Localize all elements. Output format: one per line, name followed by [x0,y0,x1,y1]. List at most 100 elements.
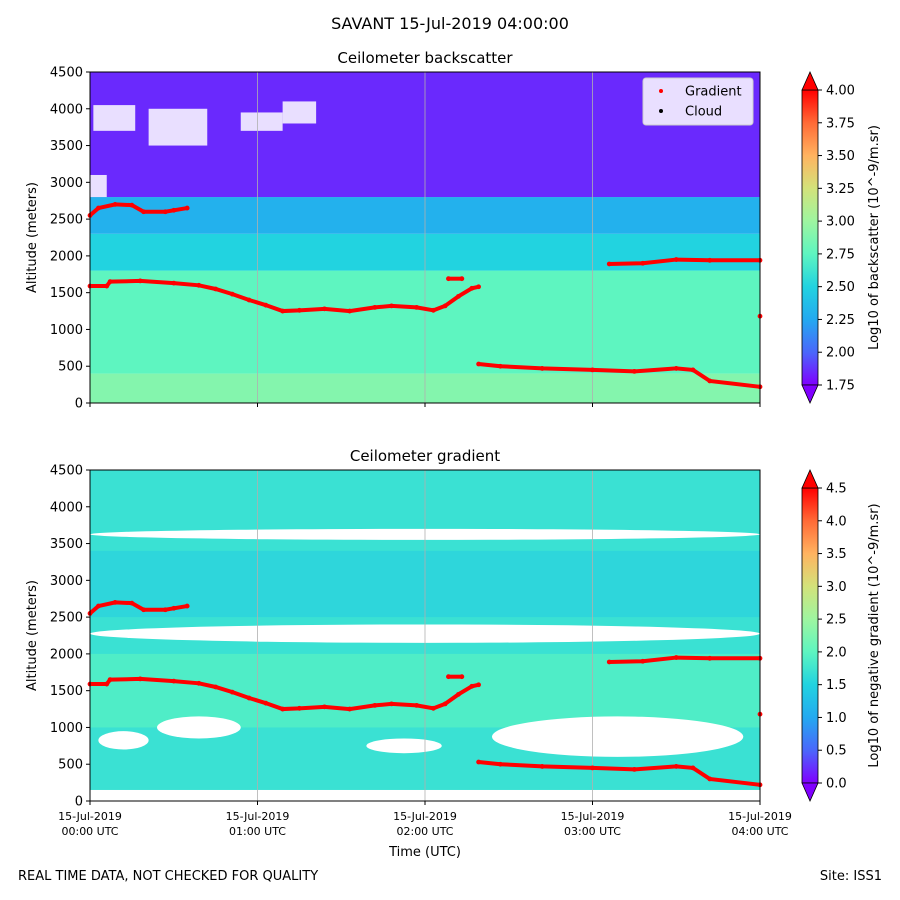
colorbar-tick-label: 3.5 [826,547,847,562]
colorbar: 1.75 2.00 2.25 2.50 2.75 3.00 3.25 3.50 3.75 4.00… [801,71,882,404]
y-tick-label: 0 [75,795,83,810]
gradient-line [88,600,188,615]
colorbar-tick-label: 1.0 [826,711,847,726]
y-tick-label: 4500 [50,464,83,479]
colorbar-tick-label: 2.0 [826,645,847,660]
no-data-region [148,108,208,146]
x-tick-label-date: 15-Jul-2019 [393,810,457,823]
y-tick-label: 3500 [50,139,83,154]
y-tick-label: 1000 [50,323,83,338]
y-tick-label: 4000 [50,102,83,117]
quality-note: REAL TIME DATA, NOT CHECKED FOR QUALITY [18,869,319,884]
y-tick-label: 1500 [50,684,83,699]
x-tick-label-date: 15-Jul-2019 [728,810,792,823]
x-tick-label-time: 04:00 UTC [731,825,788,838]
y-tick-label: 3000 [50,176,83,191]
colorbar-tick-label: 2.50 [826,280,855,295]
x-axis-label: Time (UTC) [388,845,461,860]
y-tick-label: 2500 [50,213,83,228]
colorbar-extend-max [801,71,819,91]
no-data-region [93,105,136,131]
colorbar-label: Log10 of backscatter (10^-9/m.sr) [867,125,882,350]
y-tick-label: 4000 [50,500,83,515]
colorbar-tick-label: 4.0 [826,514,847,529]
legend-marker [659,109,663,113]
y-tick-label: 2000 [50,647,83,662]
y-tick-label: 3500 [50,537,83,552]
colorbar-tick-label: 4.00 [826,84,855,99]
colorbar-tick-label: 1.5 [826,678,847,693]
colorbar-tick-label: 3.50 [826,149,855,164]
colorbar-label: Log10 of negative gradient (10^-9/m.sr) [867,503,882,767]
y-axis-label: Altitude (meters) [25,580,40,691]
colorbar-tick-label: 3.75 [826,116,855,131]
gradient-series [87,202,190,218]
colorbar-tick-label: 2.5 [826,613,847,628]
legend-label: Gradient [685,85,742,100]
gradient-series [446,276,465,282]
colorbar-tick-label: 0.5 [826,744,847,759]
y-tick-label: 4500 [50,66,83,81]
panel-2: Ceilometer gradient 0 500 1000 1500 2000 2500 3… [25,447,882,860]
colorbar-body [801,487,819,784]
gradient-line [609,655,760,664]
colorbar-extend-min [801,384,819,404]
gradient-line [478,362,761,389]
no-data-region [90,174,107,198]
gradient-series [87,278,481,314]
gradient-line [609,257,760,266]
colorbar-extend-max [801,469,819,489]
colorbar-tick-label: 2.25 [826,313,855,328]
y-tick-label: 2500 [50,611,83,626]
x-tick-label-time: 01:00 UTC [229,825,286,838]
colorbar: 0.0 0.5 1.0 1.5 2.0 2.5 3.0 3.5 4.0 4.5 Log10 of n… [801,469,882,802]
panel-title: Ceilometer gradient [350,447,500,465]
x-tick-label-date: 15-Jul-2019 [226,810,290,823]
gradient-series [476,759,763,788]
legend: Gradient Cloud [642,77,754,126]
colorbar-tick-label: 2.75 [826,247,855,262]
legend-label: Cloud [685,105,722,120]
gradient-series [446,674,465,680]
colorbar-tick-label: 4.5 [826,482,847,497]
colorbar-tick-label: 0.0 [826,777,847,792]
x-tick-label-date: 15-Jul-2019 [561,810,625,823]
colorbar-tick-label: 3.25 [826,182,855,197]
x-tick-label-time: 02:00 UTC [396,825,453,838]
y-tick-label: 500 [58,758,83,773]
no-data-region [240,112,283,131]
no-data-region [492,716,744,757]
legend-box [642,77,754,126]
no-data-region [282,101,317,124]
chart-layer: Ceilometer backscatter 0 500 1000 1500 2000 25… [25,49,882,860]
no-data-region [366,738,442,754]
y-tick-label: 1500 [50,286,83,301]
gradient-line [90,278,480,314]
no-data-region [98,731,149,750]
gradient-line [88,202,188,217]
x-tick-label-time: 03:00 UTC [564,825,621,838]
gradient-series [87,676,481,712]
y-axis-label: Altitude (meters) [25,182,40,293]
colorbar-tick-label: 3.0 [826,580,847,595]
no-data-region [157,716,241,739]
colorbar-body [801,89,819,386]
x-tick-label-date: 15-Jul-2019 [58,810,122,823]
colorbar-tick-label: 3.00 [826,215,855,230]
x-tick-label-time: 00:00 UTC [61,825,118,838]
y-tick-label: 3000 [50,574,83,589]
colorbar-tick-label: 1.75 [826,379,855,394]
gradient-series [606,257,763,267]
gradient-line [90,676,480,712]
colorbar-extend-min [801,782,819,802]
gradient-line [478,760,761,787]
gradient-series [606,655,763,665]
figure-title: SAVANT 15-Jul-2019 04:00:00 [331,14,569,33]
y-tick-label: 500 [58,360,83,375]
site-label: Site: ISS1 [819,869,882,884]
colorbar-tick-label: 2.00 [826,346,855,361]
legend-marker [659,89,663,93]
y-tick-label: 0 [75,397,83,412]
panel-title: Ceilometer backscatter [337,49,513,67]
